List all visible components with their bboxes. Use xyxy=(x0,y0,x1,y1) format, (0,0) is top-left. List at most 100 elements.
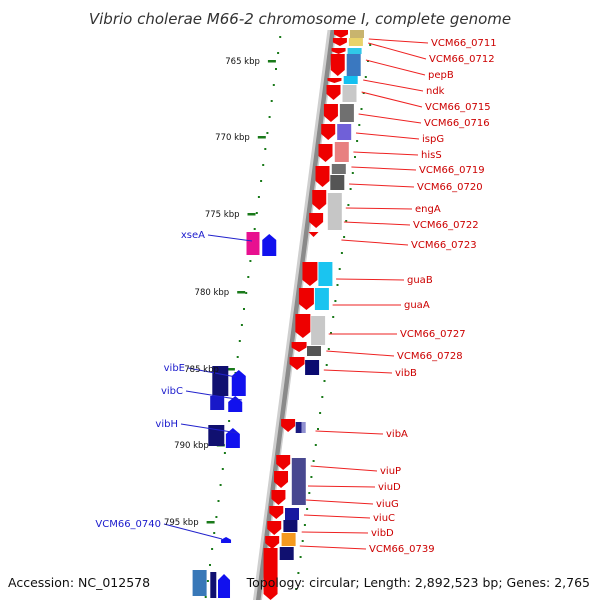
kbp-label: 785 kbp xyxy=(184,365,219,375)
forward-gene-arrow xyxy=(331,48,346,54)
gene-category-box xyxy=(348,38,363,46)
gene-label-vibB: vibB xyxy=(395,368,417,379)
forward-gene-arrow xyxy=(318,144,333,162)
gene-label-VCM66_0723: VCM66_0723 xyxy=(411,240,477,251)
inner-dot xyxy=(358,124,361,126)
leader-line-left xyxy=(163,523,223,540)
major-tick xyxy=(226,368,235,371)
inner-dot xyxy=(310,476,313,478)
leader-line-right xyxy=(368,38,429,44)
gene-category-box xyxy=(331,164,346,174)
forward-gene-arrow xyxy=(323,104,338,122)
reverse-gene-arrow xyxy=(221,537,232,543)
outer-dot xyxy=(264,148,267,150)
inner-dot xyxy=(338,268,341,270)
map-title: Vibrio cholerae M66-2 chromosome I, comp… xyxy=(89,10,511,28)
major-tick xyxy=(257,136,266,139)
forward-gene-arrow xyxy=(295,314,311,338)
leader-line-right xyxy=(306,499,374,505)
outer-dot xyxy=(213,532,216,534)
gene-label-vibE: vibE xyxy=(164,363,185,374)
leader-line-right xyxy=(301,531,369,534)
major-tick xyxy=(267,60,276,63)
forward-gene-arrow xyxy=(269,506,284,519)
gene-label-VCM66_0720: VCM66_0720 xyxy=(417,182,483,193)
gene-label-ispG: ispG xyxy=(422,134,444,145)
gene-category-box xyxy=(330,175,345,190)
gene-label-viuD: viuD xyxy=(378,482,401,493)
leader-line-right xyxy=(310,465,378,472)
outer-dot xyxy=(219,484,222,486)
gene-label-VCM66_0715: VCM66_0715 xyxy=(425,102,491,113)
outer-dot xyxy=(215,516,218,518)
gene-category-box xyxy=(246,232,260,255)
outer-dot xyxy=(204,596,207,598)
leader-line-left xyxy=(207,234,253,242)
gene-category-box xyxy=(342,85,357,102)
inner-dot xyxy=(345,220,348,222)
reverse-gene-arrow xyxy=(231,370,246,396)
forward-gene-arrow xyxy=(289,357,305,370)
outer-dot xyxy=(221,468,224,470)
leader-line-right xyxy=(361,91,423,108)
forward-gene-arrow xyxy=(274,471,289,488)
major-tick xyxy=(206,521,215,524)
forward-gene-arrow xyxy=(271,490,286,505)
outer-dot xyxy=(270,100,273,102)
outer-dot xyxy=(253,228,256,230)
gene-label-VCM66_0722: VCM66_0722 xyxy=(413,220,479,231)
forward-gene-arrow xyxy=(298,288,314,310)
leader-line-right xyxy=(351,166,417,171)
leader-line-right xyxy=(345,207,413,210)
inner-dot xyxy=(343,236,346,238)
inner-dot xyxy=(319,412,322,414)
outer-dot xyxy=(277,52,280,54)
leader-line-right xyxy=(353,151,419,156)
outer-dot xyxy=(236,356,239,358)
inner-dot xyxy=(340,252,343,254)
kbp-label: 770 kbp xyxy=(215,133,250,143)
outer-dot xyxy=(255,212,258,214)
gene-label-hisS: hisS xyxy=(421,150,442,161)
leader-line-left xyxy=(187,367,237,378)
gene-category-box xyxy=(291,458,306,505)
gene-category-box xyxy=(347,48,362,54)
gene-label-vibD: vibD xyxy=(371,528,394,539)
inner-dot xyxy=(327,348,330,350)
topology-text: Topology: circular; Length: 2,892,523 bp… xyxy=(246,575,590,590)
outer-dot xyxy=(279,36,282,38)
gene-category-box xyxy=(208,425,225,446)
gene-category-box xyxy=(192,570,207,596)
gene-label-VCM66_0739: VCM66_0739 xyxy=(369,544,435,555)
leader-line-right xyxy=(326,350,395,357)
gene-category-box xyxy=(307,346,321,356)
inner-dot xyxy=(330,332,332,334)
gene-category-box xyxy=(281,533,296,546)
forward-gene-arrow xyxy=(276,455,291,470)
inner-dot xyxy=(314,444,317,446)
inner-dot xyxy=(299,556,302,558)
leader-line-right xyxy=(299,545,367,550)
kbp-scale-labels: 765 kbp 770 kbp 775 kbp 780 kbp 785 kbp 790 k… xyxy=(164,57,260,528)
leader-line-right xyxy=(341,239,409,246)
gene-category-box xyxy=(318,262,333,286)
leader-line-right xyxy=(315,430,384,435)
outer-dot xyxy=(211,548,214,550)
inner-dot xyxy=(325,364,328,366)
outer-dot xyxy=(223,452,226,454)
forward-gene-arrow xyxy=(321,124,336,140)
kbp-label: 775 kbp xyxy=(205,210,240,220)
gene-label-VCM66_0740: VCM66_0740 xyxy=(95,519,161,530)
leader-line-right xyxy=(336,278,405,281)
gene-category-box xyxy=(327,193,342,230)
inner-dot xyxy=(297,572,300,574)
gene-category-box xyxy=(343,76,358,84)
gene-category-box xyxy=(337,124,352,140)
inner-dot xyxy=(321,396,324,398)
inner-dot xyxy=(303,524,306,526)
leader-line-right xyxy=(365,59,426,76)
inner-dot xyxy=(306,508,309,510)
gene-category-box xyxy=(311,316,326,345)
major-tick xyxy=(247,213,256,216)
